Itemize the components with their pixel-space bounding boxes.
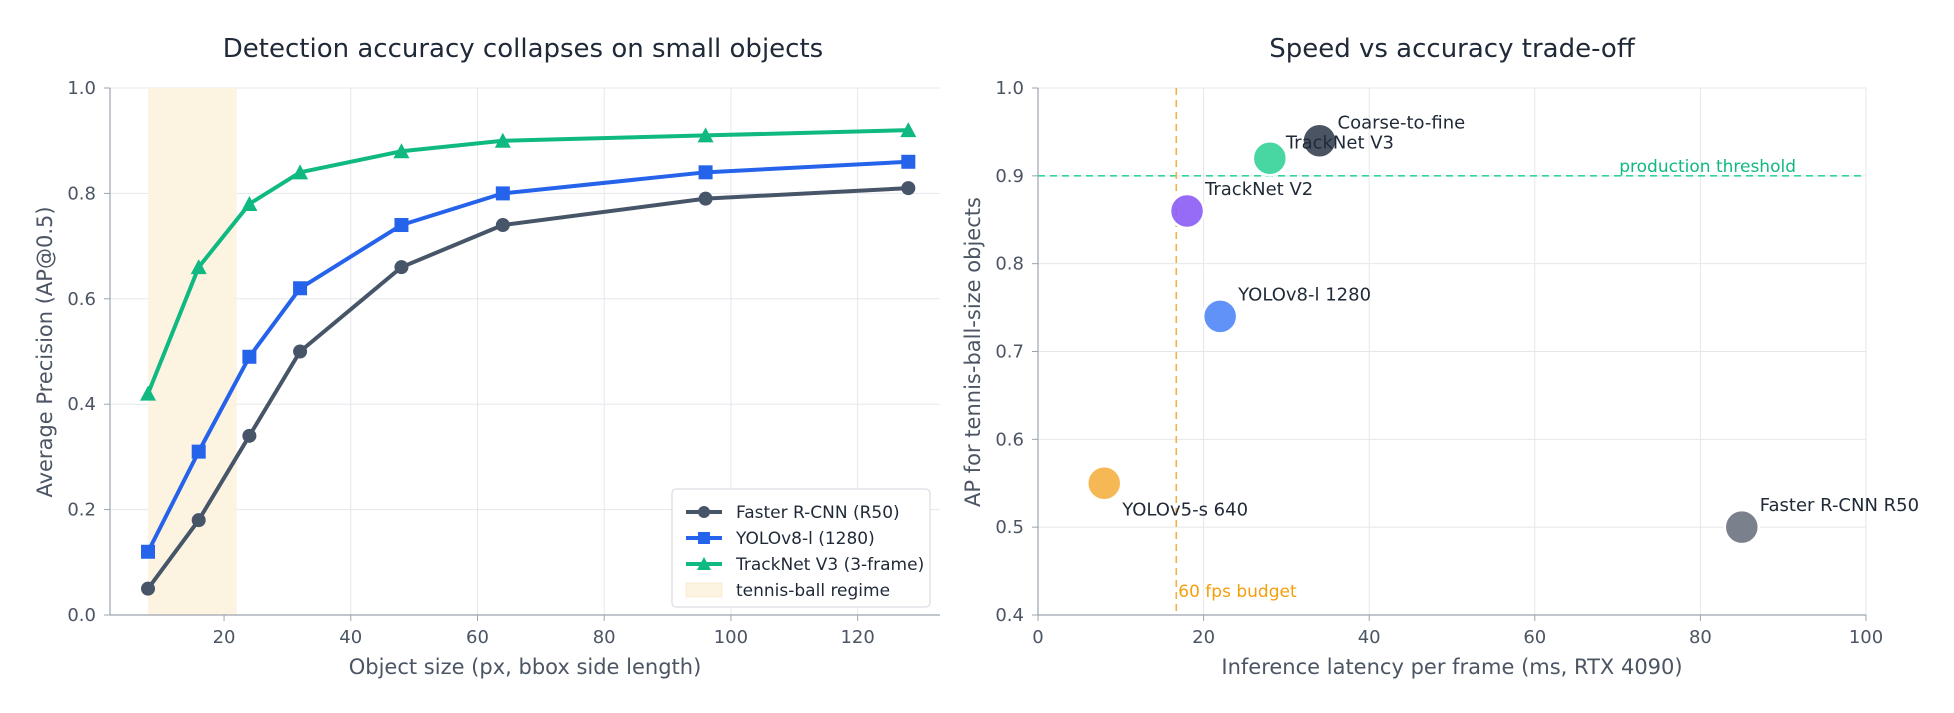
data-point bbox=[698, 191, 713, 206]
right-x-tick-label: 80 bbox=[1689, 627, 1712, 648]
legend-swatch-band bbox=[685, 582, 723, 598]
scatter-point bbox=[1085, 465, 1123, 502]
legend-swatch-marker bbox=[697, 557, 711, 570]
right-y-tick-label: 0.6 bbox=[995, 429, 1024, 450]
reference-lines: production threshold 60 fps budget bbox=[1038, 88, 1866, 615]
left-y-tick-label: 1.0 bbox=[67, 78, 96, 99]
data-point bbox=[495, 218, 510, 233]
series-1 bbox=[141, 154, 916, 559]
left-series bbox=[140, 122, 917, 596]
point-label: Coarse-to-fine bbox=[1338, 113, 1466, 134]
data-point bbox=[242, 428, 257, 443]
data-point bbox=[141, 581, 156, 596]
scatter-points: YOLOv5-s 640 TrackNet V2 YOLOv8-l 1280 Trac… bbox=[1085, 113, 1919, 546]
point-label: TrackNet V2 bbox=[1204, 179, 1313, 200]
data-point bbox=[191, 444, 206, 459]
right-chart-title: Speed vs accuracy trade-off bbox=[1269, 34, 1636, 64]
series-2 bbox=[140, 122, 917, 401]
legend-label: YOLOv8-l (1280) bbox=[735, 529, 875, 549]
legend-swatch-marker bbox=[698, 532, 710, 544]
legend-label: tennis-ball regime bbox=[736, 581, 890, 601]
left-y-tick-label: 0.6 bbox=[67, 289, 96, 310]
left-legend: Faster R-CNN (R50) YOLOv8-l (1280) TrackNe… bbox=[671, 488, 931, 608]
data-point bbox=[241, 195, 258, 211]
left-x-tick-label: 40 bbox=[339, 627, 362, 648]
series-0 bbox=[141, 181, 916, 596]
fps-budget-label: 60 fps budget bbox=[1178, 582, 1297, 602]
left-y-tick-label: 0.0 bbox=[67, 605, 96, 626]
left-chart-title: Detection accuracy collapses on small ob… bbox=[223, 34, 823, 64]
left-x-tick-label: 20 bbox=[213, 627, 236, 648]
left-y-axis-label: Average Precision (AP@0.5) bbox=[33, 206, 57, 497]
right-x-axis-label: Inference latency per frame (ms, RTX 409… bbox=[1221, 655, 1682, 679]
right-x-tick-label: 20 bbox=[1192, 627, 1215, 648]
right-x-tick-label: 60 bbox=[1523, 627, 1546, 648]
data-point bbox=[141, 544, 156, 559]
point-label: YOLOv5-s 640 bbox=[1121, 499, 1248, 520]
legend-items: Faster R-CNN (R50) YOLOv8-l (1280) TrackNe… bbox=[685, 503, 924, 601]
right-y-tick-label: 0.9 bbox=[995, 166, 1024, 187]
left-y-tick-label: 0.2 bbox=[67, 500, 96, 521]
data-point bbox=[292, 164, 309, 180]
right-y-tick-label: 0.4 bbox=[995, 605, 1024, 626]
data-point bbox=[698, 165, 713, 180]
data-point bbox=[293, 344, 308, 359]
scatter-point bbox=[1168, 192, 1206, 230]
left-y-tick-label: 0.8 bbox=[67, 183, 96, 204]
data-point bbox=[191, 513, 206, 528]
point-label: YOLOv8-l 1280 bbox=[1237, 284, 1371, 305]
right-y-axis-label: AP for tennis-ball-size objects bbox=[961, 197, 985, 507]
right-chart: Speed vs accuracy trade-off 0 20 40 60 80 100… bbox=[961, 34, 1919, 679]
legend-frame bbox=[671, 488, 931, 608]
legend-swatch-marker bbox=[698, 506, 710, 518]
data-point bbox=[190, 259, 207, 275]
left-x-tick-label: 80 bbox=[593, 627, 616, 648]
data-point bbox=[697, 127, 714, 143]
series-line bbox=[146, 159, 909, 553]
tennis-ball-regime-band bbox=[148, 88, 237, 615]
right-x-tick-label: 0 bbox=[1032, 627, 1043, 648]
left-x-tick-label: 60 bbox=[466, 627, 489, 648]
data-point bbox=[394, 218, 409, 233]
right-y-tick-label: 0.8 bbox=[995, 254, 1024, 275]
data-point bbox=[242, 349, 257, 364]
legend-label: Faster R-CNN (R50) bbox=[736, 503, 900, 523]
data-point bbox=[495, 186, 510, 201]
data-point bbox=[901, 181, 916, 196]
data-point bbox=[140, 385, 157, 401]
data-point bbox=[293, 281, 308, 296]
data-point bbox=[393, 143, 410, 159]
left-ticks: 20 40 60 80 100 120 0.0 0.2 0.4 0.6 0.8 1.0 bbox=[67, 78, 874, 648]
scatter-point bbox=[1723, 508, 1761, 546]
data-point bbox=[901, 154, 916, 169]
right-y-tick-label: 1.0 bbox=[995, 78, 1024, 99]
right-x-tick-label: 100 bbox=[1849, 627, 1883, 648]
left-x-tick-label: 100 bbox=[714, 627, 748, 648]
scatter-point bbox=[1251, 140, 1289, 177]
left-chart: Detection accuracy collapses on small ob… bbox=[33, 34, 940, 679]
right-x-tick-label: 40 bbox=[1358, 627, 1381, 648]
left-x-tick-label: 120 bbox=[840, 627, 874, 648]
point-label: Faster R-CNN R50 bbox=[1760, 495, 1919, 516]
data-point bbox=[394, 260, 409, 275]
data-point bbox=[494, 132, 511, 148]
scatter-point bbox=[1301, 122, 1338, 159]
production-threshold-label: production threshold bbox=[1619, 157, 1796, 177]
series-line bbox=[146, 186, 909, 590]
point-label: TrackNet V3 bbox=[1285, 132, 1394, 153]
right-y-tick-label: 0.7 bbox=[995, 342, 1024, 363]
data-point bbox=[900, 122, 917, 138]
right-y-tick-label: 0.5 bbox=[995, 517, 1024, 538]
series-line bbox=[146, 128, 909, 395]
scatter-point bbox=[1201, 298, 1239, 335]
right-ticks: 0 20 40 60 80 100 0.4 0.5 0.6 0.7 0.8 0.9 1.0 bbox=[995, 78, 1883, 648]
legend-label: TrackNet V3 (3-frame) bbox=[735, 555, 924, 575]
left-y-tick-label: 0.4 bbox=[67, 394, 96, 415]
left-x-axis-label: Object size (px, bbox side length) bbox=[349, 655, 702, 679]
